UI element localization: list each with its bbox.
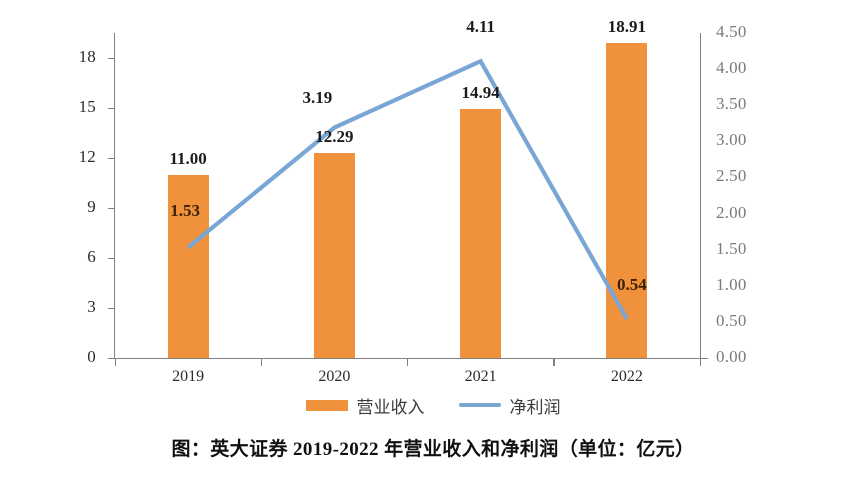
figure-caption: 图：英大证券 2019-2022 年营业收入和净利润（单位：亿元） — [171, 439, 695, 460]
legend-label-operating-revenue: 营业收入 — [356, 397, 425, 417]
y-axis-left-tick-label: 12 — [78, 147, 96, 166]
y-axis-left-tick — [108, 157, 115, 159]
y-axis-right-tick-label: 0.00 — [716, 347, 747, 366]
x-axis-category-label: 2019 — [172, 368, 205, 385]
legend-item-net-profit[interactable]: 净利润 — [458, 393, 561, 418]
y-axis-right-line — [700, 33, 702, 359]
x-axis-tick — [553, 359, 555, 366]
y-axis-left-tick — [108, 307, 115, 309]
legend-item-operating-revenue[interactable]: 营业收入 — [305, 393, 425, 418]
bar-value-label: 12.29 — [315, 127, 354, 147]
line-swatch-icon — [458, 403, 501, 407]
bar[interactable] — [313, 153, 355, 358]
y-axis-left-tick — [108, 107, 115, 109]
x-axis-category-label: 2021 — [464, 368, 497, 385]
y-axis-left-line — [114, 33, 116, 359]
y-axis-right-tick-label: 4.50 — [716, 22, 747, 41]
y-axis-right-tick-label: 3.50 — [716, 94, 747, 114]
y-axis-left-tick-label: 6 — [87, 247, 96, 266]
bar[interactable] — [167, 174, 209, 358]
line-value-label: 1.53 — [170, 200, 200, 220]
bar-value-label: 14.94 — [461, 83, 500, 102]
x-axis-category-label: 2022 — [610, 368, 643, 385]
y-axis-left-tick-label: 18 — [78, 47, 96, 66]
legend-label-net-profit: 净利润 — [509, 397, 561, 417]
bar-value-label: 18.91 — [607, 16, 646, 36]
line-value-label: 0.54 — [617, 275, 647, 294]
x-axis-tick — [699, 359, 701, 366]
x-axis-line — [114, 358, 702, 360]
bar-value-label: 11.00 — [169, 148, 207, 168]
x-axis-tick — [114, 359, 116, 366]
y-axis-right-tick — [701, 357, 708, 359]
x-axis-tick — [407, 359, 409, 366]
y-axis-right-tick-label: 3.00 — [716, 130, 747, 150]
y-axis-left-tick-label: 0 — [87, 347, 96, 366]
y-axis-left-tick — [108, 357, 115, 359]
y-axis-right-tick-label: 2.00 — [716, 202, 747, 222]
line-value-label: 3.19 — [302, 87, 333, 107]
y-axis-left-tick-label: 9 — [87, 197, 96, 216]
bar[interactable] — [460, 109, 502, 358]
y-axis-right-tick-label: 2.50 — [716, 166, 747, 186]
x-axis-tick — [260, 359, 263, 366]
y-axis-right-tick-label: 1.00 — [716, 274, 747, 294]
y-axis-left-tick-label: 3 — [87, 297, 96, 316]
y-axis-left-tick-label: 15 — [78, 97, 96, 116]
y-axis-left-tick — [108, 207, 115, 209]
chart-legend: 营业收入 净利润 — [0, 392, 866, 418]
bar-swatch-icon — [305, 399, 348, 411]
y-axis-right-tick-label: 4.00 — [716, 58, 747, 78]
y-axis-right-tick-label: 0.50 — [716, 310, 747, 330]
bar[interactable] — [606, 42, 648, 358]
y-axis-left-tick — [108, 57, 115, 59]
y-axis-right-tick-label: 1.50 — [716, 238, 747, 258]
line-value-label: 4.11 — [466, 17, 496, 37]
net-profit-polyline — [186, 58, 629, 321]
x-axis-category-label: 2020 — [318, 368, 351, 385]
y-axis-left-tick — [108, 257, 115, 259]
